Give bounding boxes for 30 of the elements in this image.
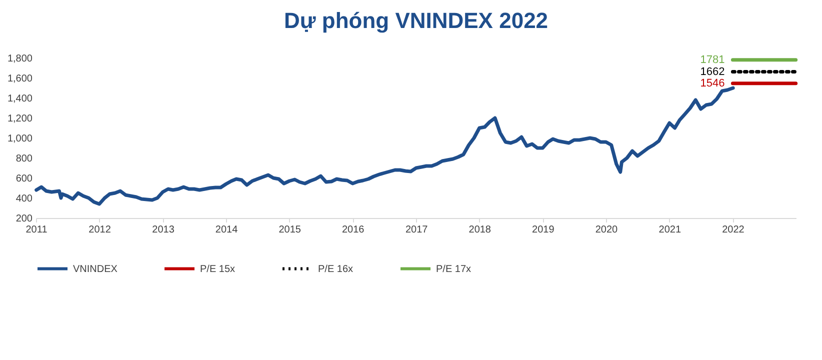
y-tick-label: 1,200	[7, 114, 33, 124]
legend-label: P/E 16x	[318, 264, 354, 275]
data-label: 1546	[700, 77, 725, 90]
y-tick-label: 200	[16, 214, 33, 224]
x-tick-label: 2015	[278, 224, 302, 236]
y-tick-label: 1,000	[7, 134, 33, 144]
y-tick-label: 400	[16, 194, 33, 204]
x-tick-label: 2022	[722, 224, 745, 236]
data-label: 1781	[700, 54, 725, 66]
x-tick-label: 2011	[26, 224, 48, 236]
legend-label: VNINDEX	[73, 264, 118, 275]
x-tick-label: 2020	[595, 224, 618, 236]
y-tick-label: 600	[16, 174, 33, 184]
x-tick-label: 2016	[342, 224, 365, 236]
x-tick-label: 2017	[405, 224, 428, 236]
y-tick-label: 1,400	[7, 94, 33, 104]
x-tick-label: 2013	[152, 224, 175, 236]
line-series	[34, 86, 735, 206]
y-tick-label: 1,600	[7, 74, 33, 84]
x-tick-label: 2021	[658, 224, 682, 236]
legend-label: P/E 15x	[200, 264, 236, 275]
x-tick-label: 2014	[215, 224, 238, 236]
chart-title: Dự phóng VNINDEX 2022	[284, 8, 548, 33]
y-tick-label: 1,800	[7, 54, 33, 64]
x-tick-label: 2018	[468, 224, 492, 236]
data-label: 1662	[700, 66, 725, 78]
x-tick-label: 2012	[88, 224, 112, 236]
x-tick-label: 2019	[532, 224, 555, 236]
legend-label: P/E 17x	[436, 264, 472, 275]
y-tick-label: 800	[16, 154, 33, 164]
